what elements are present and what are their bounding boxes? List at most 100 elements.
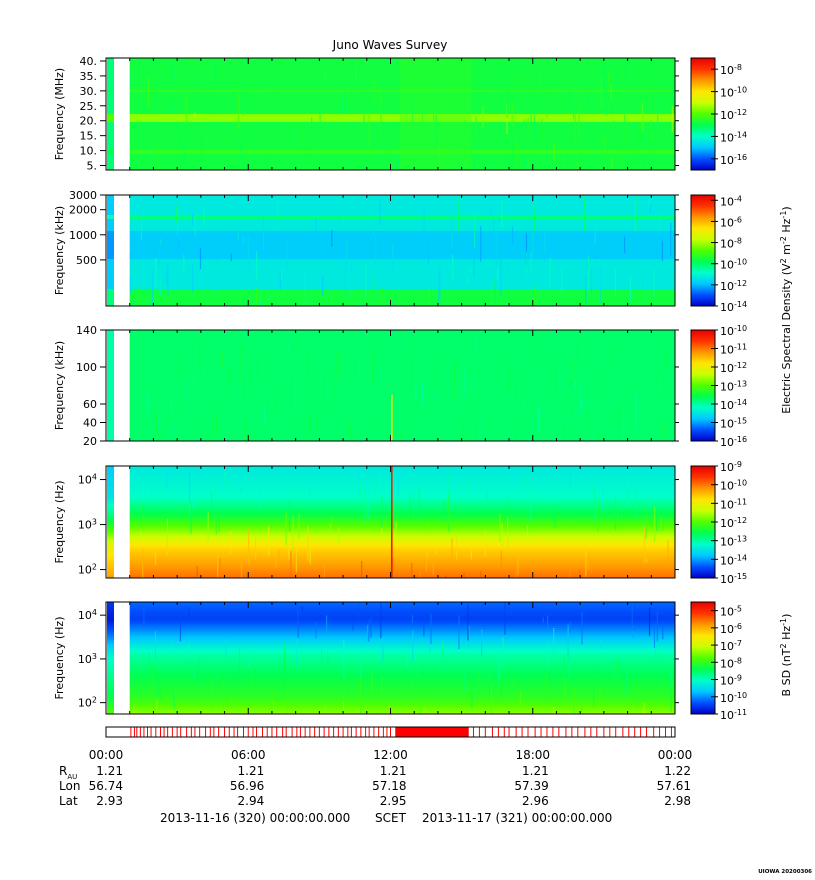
spectrogram-row [129,86,675,89]
early-data-strip [107,628,114,631]
spectrogram-texture [612,257,614,267]
early-data-strip [107,532,114,535]
spectrogram-row [129,486,675,489]
spectrogram-texture [175,205,177,224]
early-data-strip [107,243,114,246]
spectrogram-texture [474,212,476,248]
spectrogram-row [129,197,675,200]
spectrogram-texture [506,302,508,306]
early-data-strip [107,199,114,202]
spectrogram-row [129,412,675,415]
spectrogram-row [129,646,675,649]
early-data-strip [107,576,114,578]
colorbar-base: 10 [720,573,734,586]
early-data-strip [107,346,114,349]
y-tick-label: 500 [76,254,97,267]
early-data-strip [107,104,114,107]
spectrogram-texture [576,149,578,170]
early-data-strip [107,98,114,101]
early-data-strip [107,606,114,609]
spectrogram-row [129,360,675,363]
spectrogram-texture [563,360,565,377]
spectrogram-texture [473,257,475,277]
spectrogram-row [129,219,675,222]
spectrogram-texture [432,111,435,150]
spectrogram-texture [627,159,629,170]
spectrogram-texture [525,251,528,277]
spectrogram-texture [243,421,246,441]
spectrogram-row [129,217,675,220]
early-data-strip [107,358,114,361]
spectrogram-texture [320,647,323,674]
colorbar-base: 10 [720,301,734,314]
spectrogram-texture [355,68,357,81]
spectrogram-texture [189,501,191,516]
spectrogram-texture [374,474,377,499]
spectrogram-row [129,370,675,373]
spectrogram-texture [379,206,381,212]
spectrogram-row [129,532,675,535]
colorbar-base: 10 [720,692,734,705]
early-data-strip [107,239,114,242]
spectrogram-row [129,102,675,105]
spectrogram-row [129,658,675,661]
spectrogram-texture [333,390,336,422]
spectrogram-row [129,237,675,240]
spectrogram-texture [477,161,479,166]
spectrogram-texture [515,569,517,578]
colorbar-tick-label: 10-10 [720,257,747,272]
early-data-strip [107,624,114,627]
spectrogram-texture [285,512,287,545]
spectrogram-texture [586,232,588,270]
spectrogram-row [129,644,675,647]
early-data-strip [107,666,114,669]
spectrogram-texture [195,80,198,100]
spectrogram-row [129,680,675,683]
y-axis-label: Frequency (kHz) [53,341,66,430]
early-data-strip [107,201,114,204]
colorbar-gradient [690,194,716,307]
spectrogram-texture [539,60,541,75]
early-data-strip [107,156,114,159]
colorbar-base: 10 [720,517,734,530]
spectrogram-row [129,156,675,159]
colorbar-base: 10 [720,344,734,357]
early-data-strip [107,116,114,119]
spectrogram-row [129,394,675,397]
colorbars: 10-810-1010-1210-1410-1610-410-610-810-1… [690,57,747,722]
early-data-strip [107,702,114,705]
spectrogram-texture [239,133,242,146]
spectrogram-row [129,610,675,613]
spectrogram-texture [129,252,131,259]
early-data-strip [107,560,114,563]
spectrogram-texture [435,114,438,145]
spectrogram-texture [663,423,665,434]
spectrogram-texture [202,366,204,371]
early-data-strip [107,130,114,133]
early-data-strip [107,90,114,93]
spectrogram-texture [155,258,157,289]
early-data-strip [107,570,114,573]
early-data-strip [107,636,114,639]
spectrogram-texture [547,615,549,629]
data-availability-bar [105,726,676,738]
spectrogram-texture [530,252,532,277]
spectrogram-texture [490,286,493,306]
spectrogram-texture [636,683,638,705]
spectrogram-texture [482,106,484,129]
early-data-strip [107,257,114,260]
spectrogram-texture [502,637,504,669]
spectrogram-texture [463,368,465,395]
early-data-strip [107,132,114,135]
spectrogram-texture [301,606,303,613]
colorbar-base: 10 [720,87,734,100]
spectrogram-texture [166,265,168,285]
spectrogram-row [129,616,675,619]
colorbar-tick-label: 10-14 [720,130,747,145]
early-data-strip [107,150,114,153]
early-data-strip [107,360,114,363]
early-data-strip [107,564,114,567]
spectrogram-row [129,604,675,607]
